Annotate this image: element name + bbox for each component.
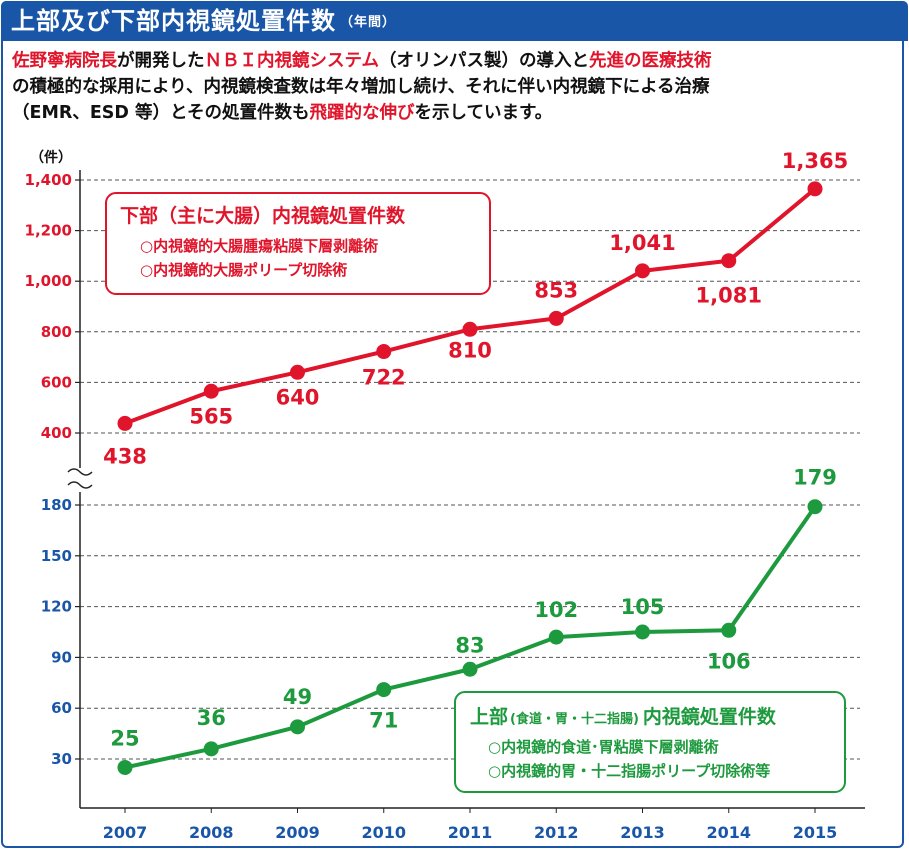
highlight-text: 飛躍的な伸び [309, 103, 415, 123]
lower-legend-box [105, 192, 491, 295]
upper-data-point [290, 719, 305, 735]
lower-data-point [462, 321, 478, 337]
lower-data-point [548, 310, 564, 326]
lower-data-point [203, 383, 219, 399]
axis-break-mark [67, 481, 93, 489]
highlight-text: ＮＢＩ内視鏡システム [204, 51, 379, 71]
page-title: 上部及び下部内視鏡処置件数 （年間） [11, 5, 396, 39]
upper-legend-box [454, 691, 846, 793]
body-text: （オリンパス製）の導入と [378, 51, 589, 71]
description-text: 佐野寧病院長が開発したＮＢＩ内視鏡システム（オリンパス製）の導入と先進の医療技術… [12, 48, 900, 126]
y-tick-label: 400 [41, 424, 72, 442]
upper-legend-item: ○内視鏡的胃・十二指腸ポリープ切除術等 [488, 762, 770, 780]
x-tick-label: 2007 [103, 823, 148, 842]
lower-data-point [117, 415, 133, 431]
description-line: の積極的な採用により、内視鏡検査数は年々増加し続け、それに伴い内視鏡下による治療 [12, 74, 900, 100]
lower-data-point [376, 344, 392, 360]
lower-data-point [290, 364, 305, 380]
upper-legend-title-main: 上部 [470, 705, 508, 728]
y-tick-label: 800 [41, 323, 72, 341]
lower-data-label: 438 [103, 444, 147, 468]
upper-data-point [376, 682, 392, 698]
x-tick-label: 2015 [793, 823, 838, 842]
upper-data-label: 106 [707, 649, 751, 673]
lower-data-label: 853 [534, 278, 578, 302]
axis-break-mark [67, 468, 93, 476]
x-tick-label: 2012 [534, 823, 579, 842]
upper-data-label: 36 [197, 706, 226, 730]
lower-data-label: 640 [276, 385, 320, 409]
title-text: 上部及び下部内視鏡処置件数 [11, 7, 336, 35]
x-tick-label: 2013 [620, 823, 665, 842]
x-tick-label: 2008 [189, 823, 234, 842]
unit-label: （件） [30, 149, 72, 166]
upper-data-point [117, 759, 133, 775]
x-tick-label: 2014 [706, 823, 751, 842]
body-text: （EMR、ESD 等）とその処置件数も [12, 103, 310, 123]
title-subtitle: （年間） [340, 15, 397, 30]
lower-data-label: 565 [189, 404, 233, 428]
y-tick-label: 90 [51, 648, 72, 666]
y-tick-label: 120 [41, 598, 72, 616]
lower-data-point [635, 263, 650, 279]
description-line: （EMR、ESD 等）とその処置件数も飛躍的な伸びを示しています。 [12, 100, 900, 126]
upper-data-point [635, 624, 650, 640]
upper-data-label: 49 [283, 685, 312, 709]
upper-legend-title-small: (食道・胃・十二指腸) [510, 711, 639, 727]
upper-legend-title-end: 内視鏡処置件数 [643, 705, 777, 728]
upper-data-label: 105 [621, 595, 665, 619]
lower-data-point [721, 253, 737, 269]
lower-legend-title: 下部（主に大腸）内視鏡処置件数 [120, 204, 406, 227]
upper-data-label: 71 [369, 709, 398, 733]
highlight-text: 佐野寧病院長 [12, 51, 117, 71]
upper-data-label: 179 [793, 466, 837, 490]
header-bar: 上部及び下部内視鏡処置件数 （年間） [1, 1, 908, 41]
body-text: の積極的な採用により、内視鏡検査数は年々増加し続け、それに伴い内視鏡下による治療 [12, 77, 710, 97]
y-tick-label: 180 [41, 496, 72, 514]
x-tick-label: 2009 [275, 823, 320, 842]
highlight-text: 先進の医療技術 [588, 51, 712, 71]
body-text: を示しています。 [414, 103, 553, 123]
y-tick-label: 1,000 [25, 272, 72, 290]
lower-legend-item: ○内視鏡的大腸腫瘍粘膜下層剥離術 [140, 237, 378, 255]
description-line: 佐野寧病院長が開発したＮＢＩ内視鏡システム（オリンパス製）の導入と先進の医療技術 [12, 48, 900, 74]
lower-data-point [807, 181, 823, 197]
lower-legend-item: ○内視鏡的大腸ポリープ切除術 [140, 261, 347, 279]
lower-data-label: 722 [362, 366, 406, 390]
y-tick-label: 60 [51, 699, 72, 717]
upper-data-label: 83 [455, 633, 484, 657]
upper-data-label: 25 [110, 726, 139, 750]
upper-data-point [203, 741, 219, 757]
upper-data-point [548, 629, 564, 645]
upper-legend-title: 上部 (食道・胃・十二指腸) 内視鏡処置件数 [470, 705, 777, 728]
x-tick-label: 2010 [361, 823, 406, 842]
lower-data-label: 1,365 [782, 149, 848, 173]
y-tick-label: 30 [51, 750, 72, 768]
lower-data-label: 1,041 [609, 231, 675, 255]
y-tick-label: 1,200 [25, 222, 72, 240]
y-tick-label: 600 [41, 373, 72, 391]
y-tick-label: 150 [41, 547, 72, 565]
body-text: が開発した [117, 51, 205, 71]
upper-legend-item: ○内視鏡的食道･胃粘膜下層剥離術 [488, 738, 719, 756]
lower-data-label: 1,081 [696, 284, 762, 308]
y-tick-label: 1,400 [25, 171, 72, 189]
upper-data-point [807, 499, 823, 515]
upper-data-point [721, 622, 737, 638]
upper-data-label: 102 [534, 598, 578, 622]
x-tick-label: 2011 [448, 823, 493, 842]
upper-data-point [462, 661, 478, 677]
lower-data-label: 810 [448, 338, 492, 362]
